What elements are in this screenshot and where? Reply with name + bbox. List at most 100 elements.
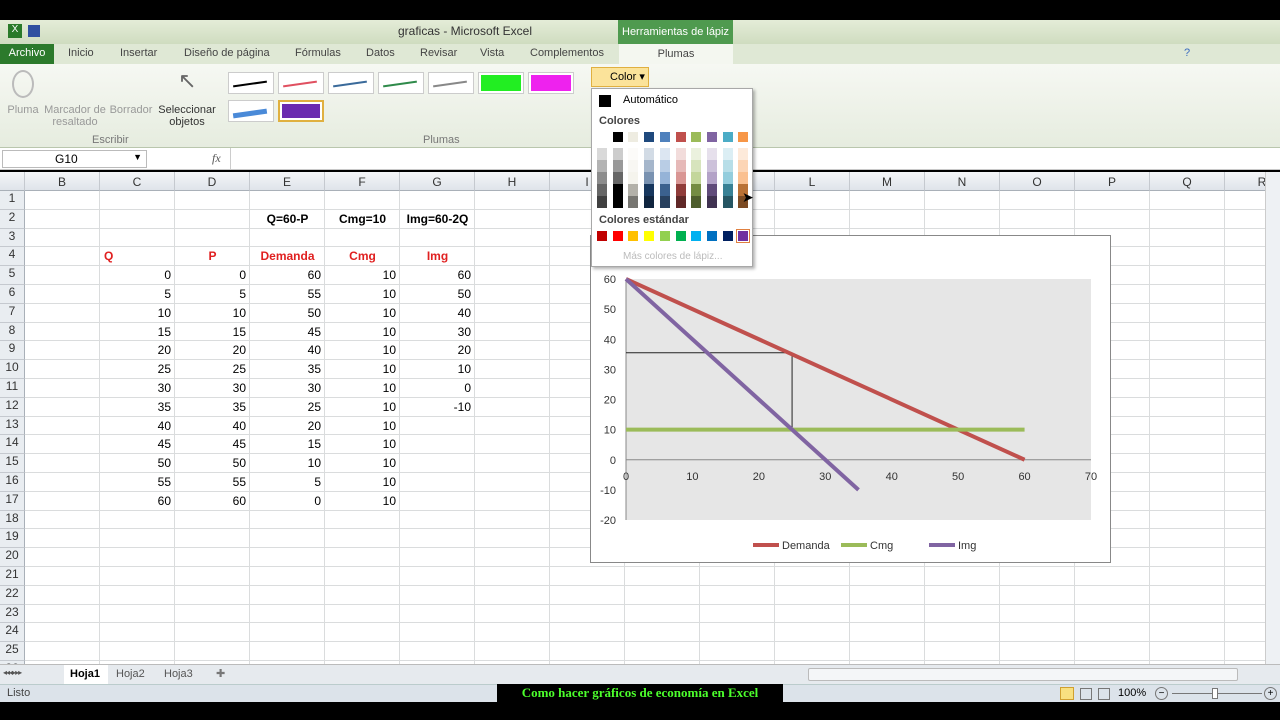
cell[interactable] xyxy=(175,567,250,586)
cell[interactable] xyxy=(475,379,550,398)
vertical-scrollbar[interactable] xyxy=(1265,172,1280,664)
cell[interactable] xyxy=(1075,191,1150,210)
cell[interactable] xyxy=(550,604,625,624)
cell[interactable] xyxy=(25,416,100,436)
cell[interactable] xyxy=(1150,285,1225,304)
cell[interactable] xyxy=(175,228,250,248)
cell[interactable] xyxy=(175,661,250,664)
cell[interactable] xyxy=(100,623,175,643)
cell[interactable] xyxy=(700,585,775,605)
cell[interactable] xyxy=(1150,529,1225,549)
cell[interactable] xyxy=(475,661,550,664)
select-all-corner[interactable] xyxy=(0,172,25,191)
theme-color-swatch[interactable] xyxy=(597,132,607,142)
cell[interactable] xyxy=(100,454,175,473)
cell[interactable] xyxy=(1150,454,1225,473)
cell-F13[interactable]: 10 xyxy=(382,418,396,433)
cell[interactable] xyxy=(100,585,175,605)
cell-E8[interactable]: 45 xyxy=(307,324,321,339)
cell[interactable] xyxy=(475,322,550,342)
theme-shade-swatch[interactable] xyxy=(659,160,670,172)
cell[interactable] xyxy=(1150,379,1225,398)
theme-shade-swatch[interactable] xyxy=(738,160,749,172)
cell[interactable] xyxy=(400,191,475,210)
cell[interactable] xyxy=(1075,228,1150,248)
cell[interactable] xyxy=(475,416,550,436)
cell[interactable] xyxy=(1000,661,1075,664)
cell[interactable] xyxy=(1075,585,1150,605)
cell[interactable] xyxy=(775,209,850,229)
standard-color-swatch[interactable] xyxy=(722,231,733,241)
cell-C14[interactable]: 45 xyxy=(157,437,171,452)
cell[interactable] xyxy=(475,397,550,417)
theme-shade-swatch[interactable] xyxy=(644,172,655,184)
cell[interactable] xyxy=(175,322,250,342)
theme-shade-swatch[interactable] xyxy=(722,148,733,160)
tab-formulas[interactable]: Fórmulas xyxy=(295,47,341,59)
cell[interactable] xyxy=(100,661,175,664)
cell-F15[interactable]: 10 xyxy=(382,456,396,471)
cell[interactable] xyxy=(325,585,400,605)
theme-shade-swatch[interactable] xyxy=(644,148,655,160)
cell[interactable] xyxy=(1225,360,1280,379)
eraser-button[interactable]: Borrador xyxy=(109,104,153,116)
cell[interactable] xyxy=(1225,304,1280,323)
cell[interactable] xyxy=(325,661,400,664)
cell[interactable] xyxy=(850,623,925,643)
cell[interactable] xyxy=(400,397,475,417)
cell[interactable] xyxy=(625,623,700,643)
zoom-out-button[interactable]: − xyxy=(1155,687,1168,700)
cell-G2[interactable]: Img=60-2Q xyxy=(406,211,469,226)
cell[interactable] xyxy=(325,548,400,567)
cell[interactable] xyxy=(1225,247,1280,267)
cell[interactable] xyxy=(100,360,175,379)
row-header-1[interactable]: 1 xyxy=(0,191,25,210)
cell[interactable] xyxy=(25,491,100,511)
cell-F5[interactable]: 10 xyxy=(382,268,396,283)
cell[interactable] xyxy=(175,454,250,473)
cell-G6[interactable]: 50 xyxy=(457,287,471,301)
theme-shade-swatch[interactable] xyxy=(675,172,686,184)
column-header-L[interactable]: L xyxy=(775,172,850,191)
theme-shade-swatch[interactable] xyxy=(691,196,702,208)
cell[interactable] xyxy=(175,585,250,605)
cell[interactable] xyxy=(25,454,100,473)
cell[interactable] xyxy=(475,623,550,643)
column-header-G[interactable]: G xyxy=(400,172,475,191)
cell[interactable] xyxy=(1075,209,1150,229)
horizontal-scrollbar[interactable] xyxy=(808,668,1238,681)
cell[interactable] xyxy=(325,191,400,210)
cell[interactable] xyxy=(250,510,325,530)
cell[interactable] xyxy=(400,642,475,661)
cell[interactable] xyxy=(1075,341,1150,361)
cell-F16[interactable]: 10 xyxy=(382,475,396,489)
cell-D14[interactable]: 45 xyxy=(232,437,246,452)
theme-color-swatch[interactable] xyxy=(628,132,639,142)
row-header-20[interactable]: 20 xyxy=(0,548,25,567)
cell[interactable] xyxy=(1075,473,1150,492)
cell[interactable] xyxy=(325,360,400,379)
cell-C10[interactable]: 25 xyxy=(157,362,171,377)
cell[interactable] xyxy=(100,322,175,342)
cell-G7[interactable]: 40 xyxy=(457,305,471,320)
cell[interactable] xyxy=(175,303,250,323)
cell[interactable] xyxy=(1150,191,1225,210)
sheet-tab-hoja2[interactable]: Hoja2 xyxy=(116,668,145,680)
cell[interactable] xyxy=(550,642,625,661)
cell[interactable] xyxy=(325,341,400,361)
cell-F8[interactable]: 10 xyxy=(382,324,396,339)
cell[interactable] xyxy=(1225,285,1280,304)
theme-shade-swatch[interactable] xyxy=(612,172,623,184)
column-header-N[interactable]: N xyxy=(925,172,1000,191)
save-icon[interactable] xyxy=(28,25,40,37)
cell[interactable] xyxy=(625,604,700,624)
cell[interactable] xyxy=(1225,454,1280,473)
cell[interactable] xyxy=(25,585,100,605)
cell[interactable] xyxy=(400,416,475,436)
cell[interactable] xyxy=(325,454,400,473)
cell[interactable] xyxy=(1225,642,1280,661)
theme-shade-swatch[interactable] xyxy=(706,184,717,196)
cell-D17[interactable]: 60 xyxy=(232,493,246,508)
cell[interactable] xyxy=(1150,322,1225,342)
cell[interactable] xyxy=(475,604,550,624)
